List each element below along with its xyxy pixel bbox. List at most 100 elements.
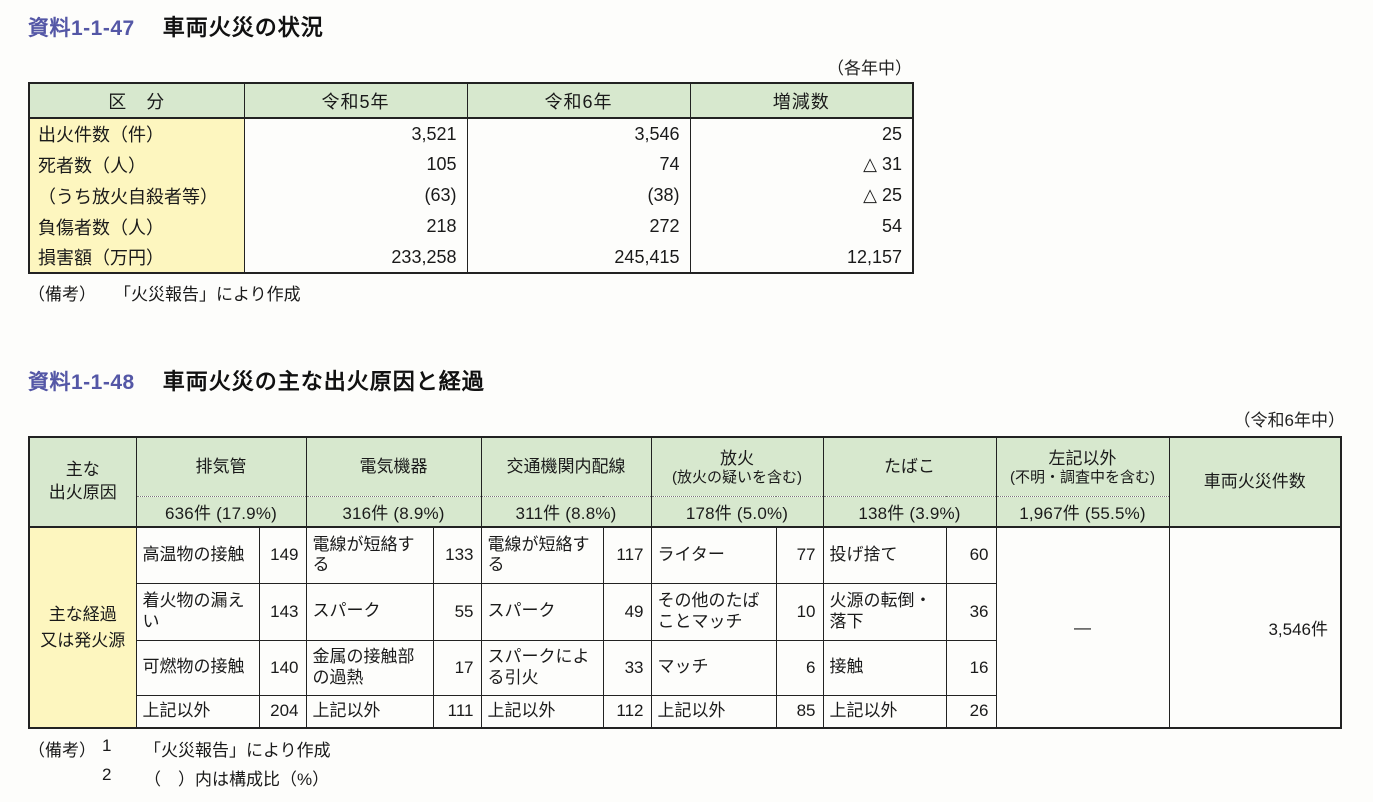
section2-heading: 資料1-1-48 車両火災の主な出火原因と経過: [28, 364, 485, 396]
note-label: （備考）: [28, 285, 96, 304]
section2-title: 車両火災の主な出火原因と経過: [162, 369, 485, 394]
t1-value-r5: 233,258: [243, 242, 468, 273]
cause-cell: 接触: [822, 639, 947, 696]
note-text: 「火災報告」により作成: [144, 741, 331, 760]
t1-value-r6: 74: [466, 149, 691, 180]
t1-value-r5: 3,521: [243, 118, 468, 149]
t1-row-label: 負傷者数（人）: [28, 211, 245, 242]
count-cell: 111: [432, 694, 482, 729]
group-name: たばこ: [884, 457, 935, 477]
count-cell: 16: [945, 639, 997, 696]
t1-value-r5: (63): [243, 180, 468, 211]
count-cell: 17: [432, 639, 482, 696]
count-cell: 143: [258, 582, 307, 641]
table-row: 可燃物の接触 140 金属の接触部の過熱 17 スパークによる引火 33 マッチ…: [29, 639, 1341, 696]
cause-cell: マッチ: [650, 639, 777, 696]
cause-cell: 電線が短絡する: [305, 526, 434, 584]
t1-row-label: 出火件数（件）: [28, 118, 245, 149]
section1-title: 車両火災の状況: [162, 15, 324, 40]
t2-count-electric: 316件 (8.9%): [305, 495, 482, 528]
cause-cell: スパーク: [480, 582, 604, 641]
count-cell: 36: [945, 582, 997, 641]
cause-cell: 上記以外: [822, 694, 947, 729]
count-cell: 77: [775, 526, 824, 584]
group-name: 左記以外: [1048, 448, 1117, 468]
note-number: 2: [102, 765, 112, 784]
t2-group-arson: 放火 (放火の疑いを含む): [650, 436, 824, 497]
t2-total-value: 3,546件: [1168, 526, 1342, 729]
count-cell: 85: [775, 694, 824, 729]
count-cell: 60: [945, 526, 997, 584]
t1-value-r5: 218: [243, 211, 468, 242]
t2-count-other: 1,967件 (55.5%): [995, 495, 1170, 528]
t2-group-exhaust: 排気管: [135, 436, 307, 497]
section2-notes: （備考） 1 「火災報告」により作成 2 （ ）内は構成比（%）: [28, 736, 331, 790]
note-number: 1: [102, 736, 112, 755]
cause-cell: 電線が短絡する: [480, 526, 604, 584]
fire-cause-table: 主な 出火原因 排気管 電気機器 交通機関内配線 放火 (放火の疑いを含む) たば…: [28, 436, 1342, 729]
t1-value-r6: 245,415: [466, 242, 691, 273]
vehicle-fire-status-table: 区 分 令和5年 令和6年 増減数 出火件数（件） 3,521 3,546 25…: [28, 82, 914, 274]
t2-row-header: 主な経過 又は発火源: [28, 526, 137, 729]
count-cell: 10: [775, 582, 824, 641]
t1-row-label: 損害額（万円）: [28, 242, 245, 273]
cause-cell: 投げ捨て: [822, 526, 947, 584]
count-cell: 6: [775, 639, 824, 696]
t2-group-tobacco: たばこ: [822, 436, 997, 497]
table-row: 死者数（人） 105 74 △ 31: [28, 149, 914, 180]
t2-count-tobacco: 138件 (3.9%): [822, 495, 997, 528]
cause-cell: ライター: [650, 526, 777, 584]
section2-period-note: （令和6年中）: [1233, 411, 1345, 430]
t2-header-row-groups: 主な 出火原因 排気管 電気機器 交通機関内配線 放火 (放火の疑いを含む) たば…: [28, 436, 1342, 528]
t1-value-diff: 25: [689, 118, 914, 149]
section1-period-note: （各年中）: [827, 59, 912, 78]
note-label-spacer: [28, 765, 102, 790]
table-row: 負傷者数（人） 218 272 54: [28, 211, 914, 242]
t2-group-electric: 電気機器: [305, 436, 482, 497]
cause-cell: 高温物の接触: [135, 526, 260, 584]
count-cell: 149: [258, 526, 307, 584]
t2-total-header: 車両火災件数: [1168, 436, 1342, 528]
group-sub: (放火の疑いを含む): [672, 468, 802, 486]
table-row: 出火件数（件） 3,521 3,546 25: [28, 118, 914, 149]
count-cell: 55: [432, 582, 482, 641]
t2-corner-header: 主な 出火原因: [28, 436, 137, 528]
t2-group-wiring: 交通機関内配線: [480, 436, 652, 497]
count-cell: 204: [258, 694, 307, 729]
section1-note: （備考） 「火災報告」により作成: [28, 280, 301, 305]
group-name: 排気管: [195, 457, 247, 477]
cause-cell: スパークによる引火: [480, 639, 604, 696]
t2-count-arson: 178件 (5.0%): [650, 495, 824, 528]
t1-value-r6: (38): [466, 180, 691, 211]
note-text: 「火災報告」により作成: [114, 285, 301, 304]
table-row: 着火物の漏えい 143 スパーク 55 スパーク 49 その他のたばことマッチ …: [29, 582, 1341, 641]
table-row: （うち放火自殺者等） (63) (38) △ 25: [28, 180, 914, 211]
cause-cell: 上記以外: [305, 694, 434, 729]
count-cell: 140: [258, 639, 307, 696]
count-cell: 112: [602, 694, 652, 729]
cause-cell: 着火物の漏えい: [135, 582, 260, 641]
t2-header-row-counts: 636件 (17.9%) 316件 (8.9%) 311件 (8.8%) 178…: [29, 495, 1341, 528]
t1-header-category: 区 分: [28, 83, 245, 119]
note-text: （ ）内は構成比（%）: [144, 770, 330, 789]
t1-value-diff: △ 25: [689, 180, 914, 211]
t1-header-row: 区 分 令和5年 令和6年 増減数: [28, 83, 914, 119]
t1-value-diff: 54: [689, 211, 914, 242]
group-name: 電気機器: [359, 457, 428, 477]
cause-cell: その他のたばことマッチ: [650, 582, 777, 641]
cause-cell: 金属の接触部の過熱: [305, 639, 434, 696]
t1-value-r6: 272: [466, 211, 691, 242]
table-row: 損害額（万円） 233,258 245,415 12,157: [28, 242, 914, 273]
t1-header-diff: 増減数: [689, 83, 914, 119]
t1-row-label: （うち放火自殺者等）: [28, 180, 245, 211]
table-row: 主な経過 又は発火源 高温物の接触 149 電線が短絡する 133 電線が短絡す…: [28, 526, 1342, 729]
cause-cell: 可燃物の接触: [135, 639, 260, 696]
table-row: 上記以外 204 上記以外 111 上記以外 112 上記以外 85 上記以外 …: [29, 694, 1341, 729]
t2-other-value: —: [995, 526, 1170, 729]
cause-cell: スパーク: [305, 582, 434, 641]
group-name: 交通機関内配線: [506, 457, 626, 477]
cause-cell: 上記以外: [480, 694, 604, 729]
section1-tag: 資料1-1-47: [28, 17, 135, 40]
count-cell: 117: [602, 526, 652, 584]
